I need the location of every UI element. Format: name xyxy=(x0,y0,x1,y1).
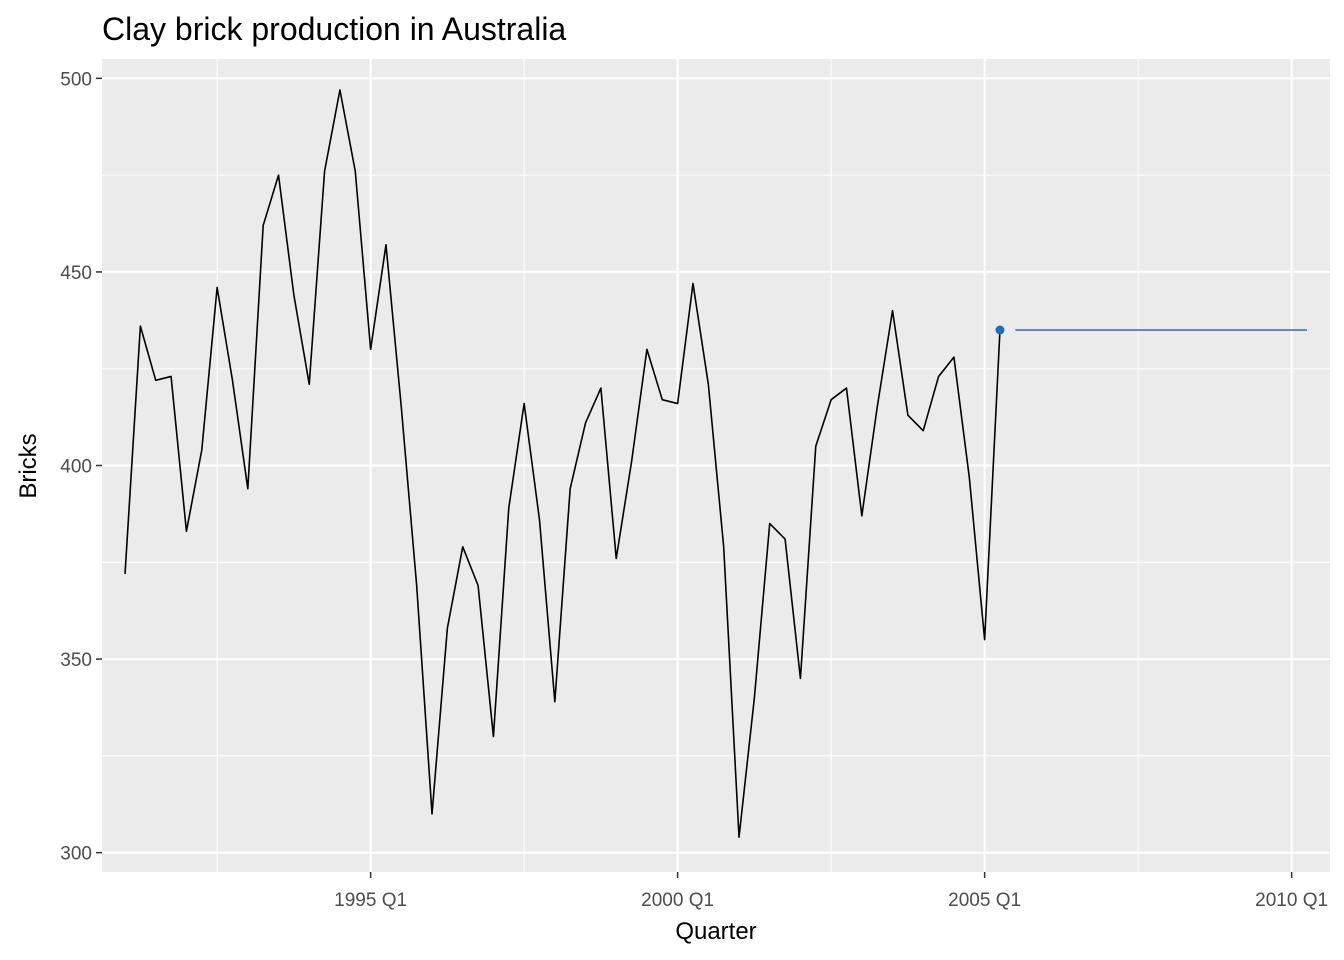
x-axis-ticks: 1995 Q1 2000 Q1 2005 Q1 2010 Q1 xyxy=(334,872,1328,911)
series-line-1 xyxy=(124,89,1001,838)
x-tick-label: 1995 Q1 xyxy=(334,890,407,911)
x-axis-title: Quarter xyxy=(675,918,756,945)
series-layer xyxy=(124,89,1307,838)
chart-title: Clay brick production in Australia xyxy=(102,11,566,47)
x-tick-label: 2010 Q1 xyxy=(1255,890,1328,911)
y-tick-label: 450 xyxy=(60,263,92,284)
y-tick-label: 300 xyxy=(60,844,92,865)
y-tick-label: 500 xyxy=(60,69,92,90)
highlight-point xyxy=(995,325,1005,335)
x-tick-label: 2005 Q1 xyxy=(948,890,1021,911)
y-tick-label: 400 xyxy=(60,457,92,478)
y-tick-label: 350 xyxy=(60,650,92,671)
y-axis-title: Bricks xyxy=(15,433,42,498)
y-axis-ticks: 300 350 400 450 500 xyxy=(60,69,102,865)
x-tick-label: 2000 Q1 xyxy=(641,890,714,911)
